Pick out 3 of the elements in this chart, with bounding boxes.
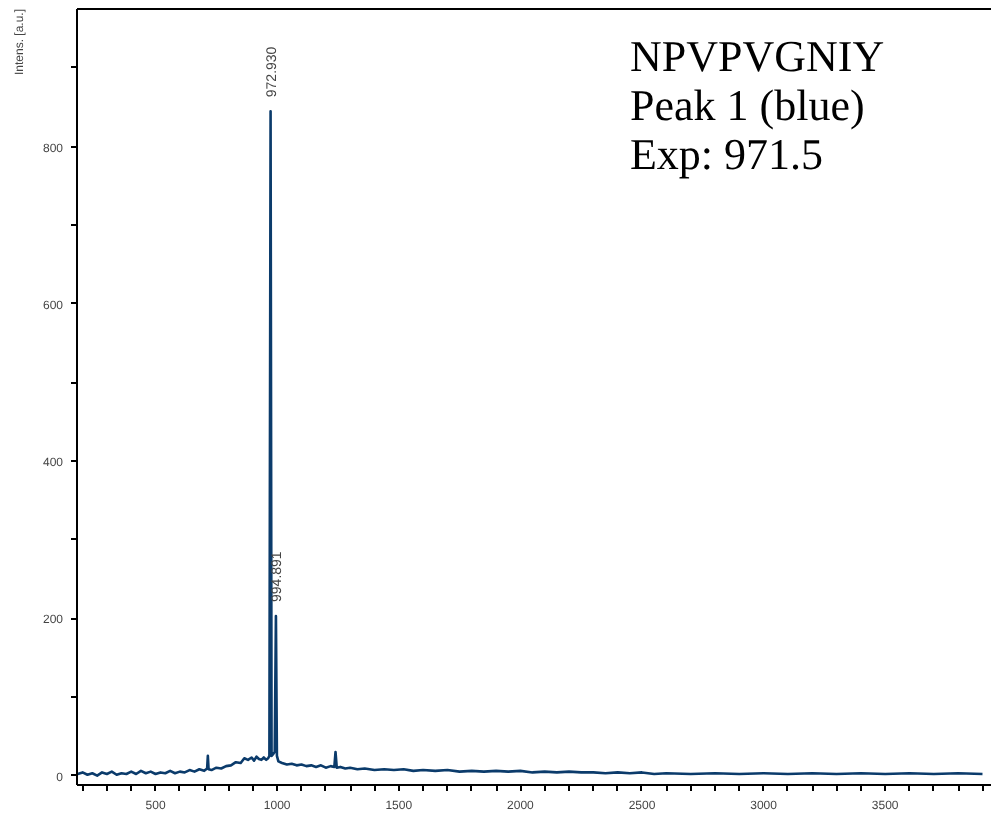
annotation: NPVPVGNIY xyxy=(629,31,885,81)
annotation: Exp: 971.5 xyxy=(629,129,824,179)
annotation: Peak 1 (blue) xyxy=(629,80,865,130)
